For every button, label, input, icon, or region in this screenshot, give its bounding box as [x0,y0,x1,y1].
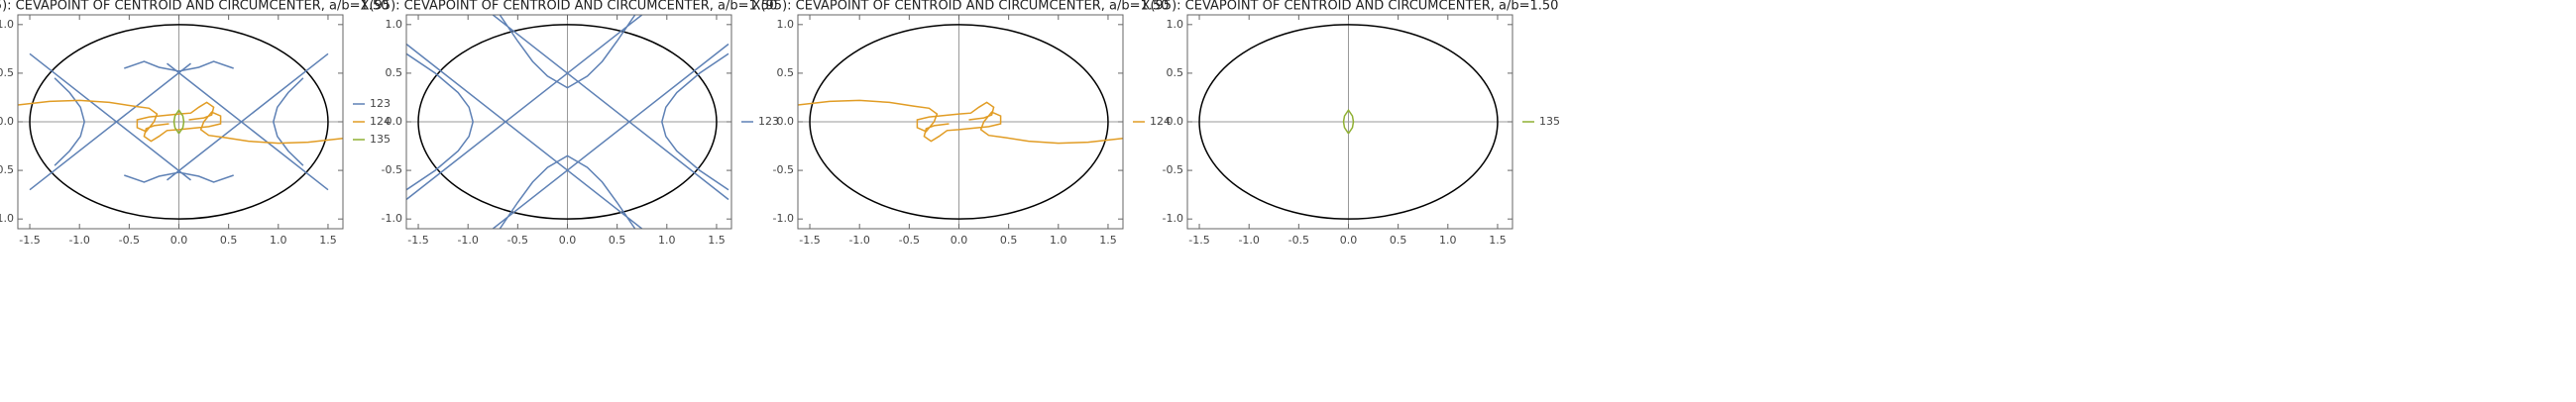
y-tick-label: 0.5 [0,66,14,79]
legend-label: 124 [370,115,391,128]
chart-title: X(95): CEVAPOINT OF CENTROID AND CIRCUMC… [752,0,1170,14]
x-tick-label: 1.5 [319,234,337,247]
plot-frame [17,14,344,230]
x-tick-label: 0.0 [1340,234,1358,247]
x-tick-label: -0.5 [119,234,140,247]
series-line [18,99,343,145]
chart-title: X(95): CEVAPOINT OF CENTROID AND CIRCUMC… [361,0,778,14]
x-tick-label: 1.5 [1099,234,1117,247]
x-tick-label: -1.0 [457,234,478,247]
y-tick-label: -0.5 [382,163,402,176]
x-tick-label: -1.5 [1188,234,1209,247]
ellipse [1198,24,1499,220]
y-tick-label: 0.0 [386,115,403,128]
legend-label: 124 [1150,115,1171,128]
x-tick-label: 0.5 [1000,234,1018,247]
series-line [406,15,729,229]
x-tick-label: -1.5 [799,234,820,247]
y-tick-label: 1.0 [777,18,795,31]
x-tick-label: 1.0 [1050,234,1067,247]
ellipse [417,24,718,220]
y-tick-label: 0.0 [777,115,795,128]
legend-label: 123 [758,115,779,128]
y-tick-label: 1.0 [386,18,403,31]
y-tick-label: -0.5 [773,163,794,176]
legend-label: 135 [370,133,391,146]
y-tick-label: 0.0 [0,115,14,128]
x-tick-label: 1.5 [708,234,726,247]
y-tick-label: -0.5 [0,163,14,176]
panel: X(95): CEVAPOINT OF CENTROID AND CIRCUMC… [0,0,391,247]
panel: X(95): CEVAPOINT OF CENTROID AND CIRCUMC… [752,0,1171,247]
y-tick-label: -1.0 [0,212,14,225]
x-tick-label: 0.5 [1390,234,1407,247]
x-tick-label: 1.0 [658,234,676,247]
chart-title: X(95): CEVAPOINT OF CENTROID AND CIRCUMC… [0,0,389,14]
y-tick-label: -1.0 [382,212,402,225]
plot-frame [1186,14,1513,230]
x-tick-label: 0.0 [170,234,188,247]
panel: X(95): CEVAPOINT OF CENTROID AND CIRCUMC… [361,0,779,247]
x-tick-label: -1.0 [68,234,89,247]
x-tick-label: 0.5 [609,234,626,247]
chart-title: X(95): CEVAPOINT OF CENTROID AND CIRCUMC… [1142,0,1559,14]
series-line [1342,108,1355,135]
legend-label: 135 [1539,115,1560,128]
x-tick-label: -1.5 [19,234,40,247]
ellipse [29,24,329,220]
x-tick-label: -0.5 [1288,234,1309,247]
x-tick-label: -1.0 [1238,234,1259,247]
y-tick-label: 0.5 [777,66,795,79]
y-tick-label: 1.0 [1167,18,1184,31]
y-tick-label: 0.0 [1167,115,1184,128]
x-tick-label: 0.5 [220,234,238,247]
x-tick-label: 0.0 [559,234,577,247]
panel: X(95): CEVAPOINT OF CENTROID AND CIRCUMC… [1142,0,1560,247]
y-tick-label: -1.0 [1163,212,1183,225]
x-tick-label: 1.0 [270,234,287,247]
series-line [29,52,329,191]
plot-frame [797,14,1124,230]
legend-label: 123 [370,97,391,110]
y-tick-label: 0.5 [1167,66,1184,79]
ellipse [809,24,1109,220]
x-tick-label: -0.5 [899,234,920,247]
y-tick-label: -1.0 [773,212,794,225]
series-line [172,108,185,135]
x-tick-label: 1.5 [1489,234,1507,247]
y-tick-label: 1.0 [0,18,14,31]
x-tick-label: -1.5 [407,234,428,247]
series-line [798,99,1123,145]
x-tick-label: 0.0 [951,234,968,247]
plot-frame [405,14,732,230]
y-tick-label: -0.5 [1163,163,1183,176]
y-tick-label: 0.5 [386,66,403,79]
x-tick-label: -1.0 [848,234,869,247]
x-tick-label: 1.0 [1439,234,1457,247]
x-tick-label: -0.5 [507,234,528,247]
